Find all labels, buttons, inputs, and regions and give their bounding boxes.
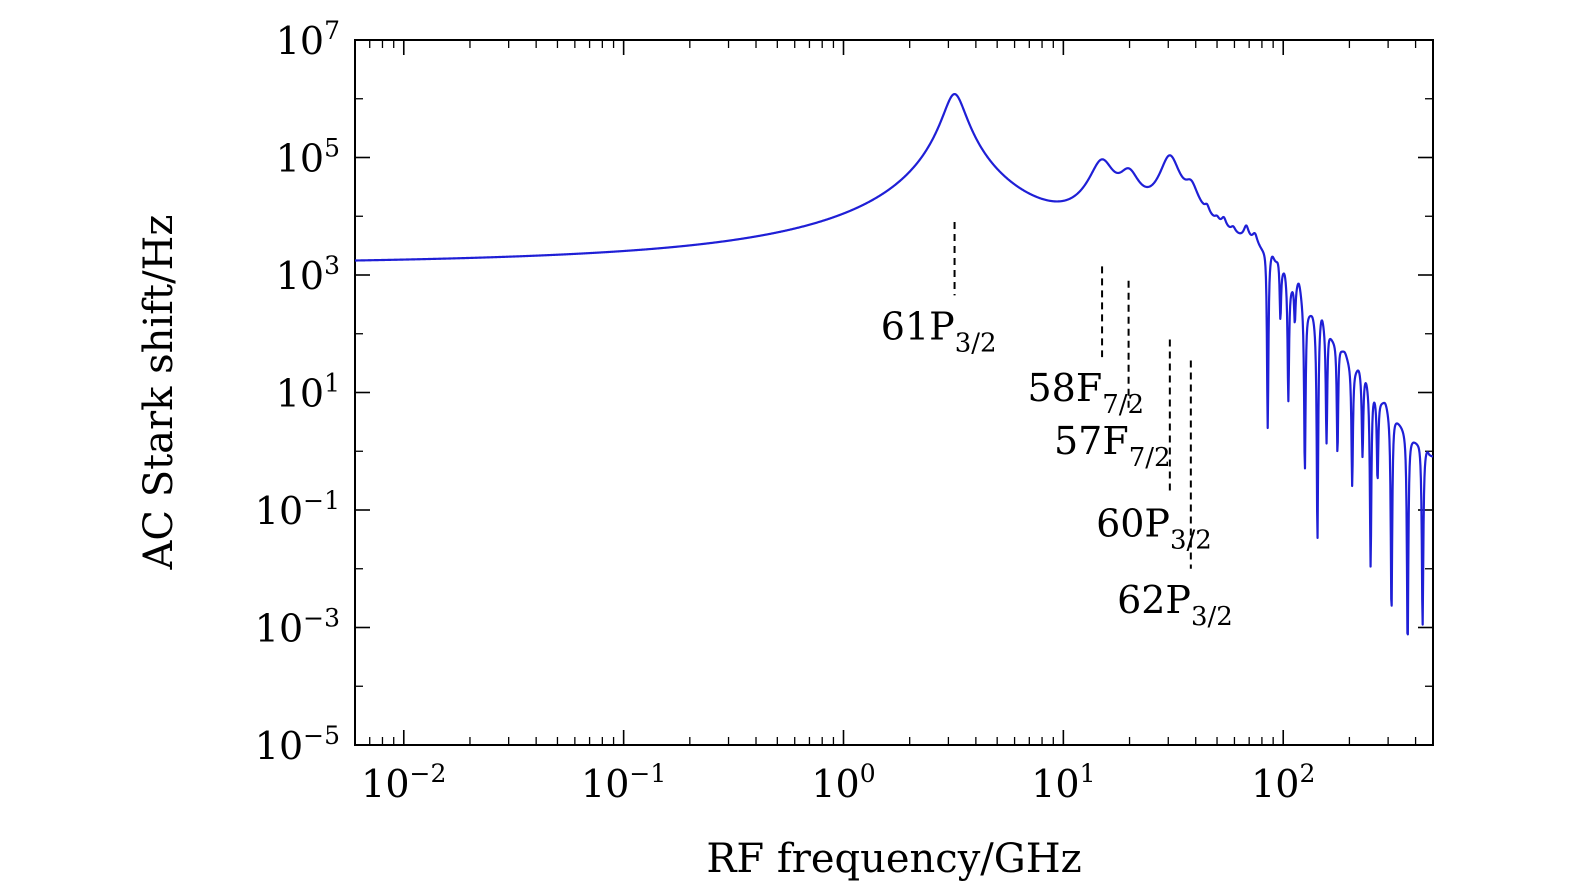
y-tick-label: 107 [276, 16, 340, 63]
y-tick-label: 10−3 [255, 604, 340, 651]
y-tick-label: 10−5 [255, 721, 340, 768]
y-tick-label: 10−1 [255, 486, 340, 533]
plot-frame [354, 39, 1434, 746]
annotation-62P-label: 62P3/2 [1117, 578, 1233, 632]
y-tick-label: 101 [276, 369, 340, 416]
x-tick-label: 102 [1251, 759, 1315, 806]
annotation-57F-label: 57F7/2 [1054, 419, 1171, 473]
series-line [354, 92, 1434, 636]
x-axis-title: RF frequency/GHz [706, 836, 1081, 882]
major-ticks [355, 39, 1433, 746]
x-tick-label: 10−2 [361, 759, 446, 806]
y-axis-title: AC Stark shift/Hz [136, 215, 182, 571]
x-tick-label: 100 [811, 759, 875, 806]
series-layer [354, 92, 1434, 636]
y-tick-labels: 107 105 103 101 10−1 10−3 10−5 [255, 16, 340, 768]
annotation-60P-label: 60P3/2 [1096, 501, 1212, 555]
minor-ticks [354, 40, 1433, 745]
annotation-61P-label: 61P3/2 [881, 304, 997, 358]
x-tick-label: 10−1 [581, 759, 666, 806]
annotation-58F-label: 58F7/2 [1027, 366, 1144, 420]
x-tick-labels: 10−2 10−1 100 101 102 [361, 759, 1315, 806]
y-tick-label: 105 [276, 134, 340, 181]
x-tick-label: 101 [1031, 759, 1095, 806]
y-tick-label: 103 [276, 251, 340, 298]
